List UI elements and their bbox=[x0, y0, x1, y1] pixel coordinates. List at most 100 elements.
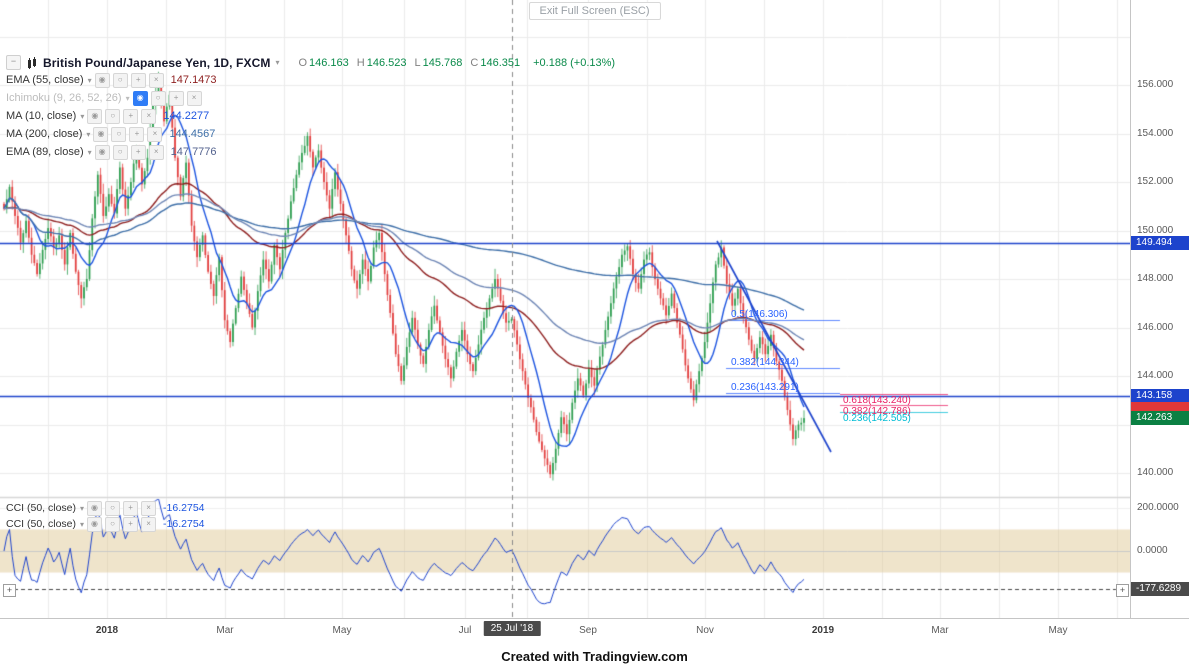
indicator-row[interactable]: MA (10, close) ▾ ◉ ○ + × 144.2277 bbox=[6, 107, 615, 125]
close-icon[interactable]: × bbox=[186, 90, 202, 106]
chevron-down-icon[interactable]: ▾ bbox=[80, 503, 85, 513]
indicator-row[interactable]: Ichimoku (9, 26, 52, 26) ▾ ◉ ○ + × bbox=[6, 89, 615, 107]
indicator-value: -16.2754 bbox=[163, 518, 205, 530]
settings-icon[interactable]: ○ bbox=[105, 500, 121, 516]
fib-label[interactable]: 0.382(142.786) bbox=[843, 406, 911, 418]
settings-icon[interactable]: ○ bbox=[150, 90, 166, 106]
add-icon[interactable]: + bbox=[130, 144, 146, 160]
time-axis-label: Nov bbox=[696, 625, 714, 636]
footer-credit: Created with Tradingview.com bbox=[0, 641, 1189, 671]
close-icon[interactable]: × bbox=[148, 144, 164, 160]
price-axis-label: 154.000 bbox=[1137, 127, 1174, 139]
close-icon[interactable]: × bbox=[141, 516, 157, 532]
ohlc-key: L bbox=[414, 56, 421, 69]
settings-icon[interactable]: ○ bbox=[112, 72, 128, 88]
indicator-value: 147.1473 bbox=[170, 74, 217, 86]
time-axis-label: 2018 bbox=[95, 625, 119, 636]
price-axis-label: 140.000 bbox=[1137, 467, 1174, 478]
time-axis-label: Sep bbox=[579, 625, 597, 636]
price-axis[interactable]: 156.000 154.000 152.000 150.000 148.000 146.0… bbox=[1130, 0, 1189, 618]
chart-legend: − British Pound/Japanese Yen, 1D, FXCM ▾… bbox=[6, 54, 615, 161]
ohlc-key: H bbox=[356, 56, 365, 69]
price-badge: 143.158 bbox=[1131, 389, 1189, 404]
indicator-row[interactable]: EMA (55, close) ▾ ◉ ○ + × 147.1473 bbox=[6, 71, 615, 89]
candlestick-icon bbox=[26, 56, 38, 69]
time-axis[interactable]: 25 Jul '18 2018 Mar May Jul Sep Nov 2019 Mar May bbox=[0, 618, 1189, 641]
indicator-row[interactable]: EMA (89, close) ▾ ◉ ○ + × 147.7776 bbox=[6, 143, 615, 161]
cci-indicator-row[interactable]: CCI (50, close) ▾ ◉ ○ + × -16.2754 bbox=[6, 500, 205, 516]
price-axis-label: 156.000 bbox=[1137, 79, 1174, 90]
indicator-row[interactable]: MA (200, close) ▾ ◉ ○ + × 144.4567 bbox=[6, 125, 615, 143]
cci-axis-label: 0.0000 bbox=[1137, 545, 1168, 556]
symbol-row[interactable]: − British Pound/Japanese Yen, 1D, FXCM ▾… bbox=[6, 54, 615, 71]
add-icon[interactable]: + bbox=[123, 516, 139, 532]
settings-icon[interactable]: ○ bbox=[105, 108, 121, 124]
time-axis-label: Mar bbox=[216, 625, 234, 636]
close-icon[interactable]: × bbox=[148, 72, 164, 88]
price-badge: 149.494 bbox=[1131, 235, 1189, 250]
eye-icon[interactable]: ◉ bbox=[87, 516, 103, 532]
chevron-down-icon[interactable]: ▾ bbox=[87, 147, 92, 157]
indicator-value: 147.7776 bbox=[170, 146, 217, 158]
indicator-value: 144.4567 bbox=[169, 128, 216, 140]
fib-label[interactable]: 0.382(144.344) bbox=[731, 356, 799, 368]
collapse-legend-icon[interactable]: − bbox=[6, 55, 21, 70]
time-axis-label: Jul bbox=[458, 625, 472, 636]
cci-axis-label: 200.0000 bbox=[1137, 502, 1179, 513]
price-axis-label: 144.000 bbox=[1137, 370, 1174, 381]
exit-fullscreen-button[interactable]: Exit Full Screen (ESC) bbox=[528, 2, 661, 20]
eye-icon[interactable]: ◉ bbox=[94, 72, 110, 88]
credit-text: Created with Tradingview.com bbox=[501, 648, 688, 664]
fib-label[interactable]: 0.236(142.505) bbox=[843, 413, 911, 425]
add-icon[interactable]: + bbox=[130, 72, 146, 88]
level-line-handle-right[interactable]: + bbox=[1116, 584, 1129, 597]
price-axis-label: 148.000 bbox=[1137, 273, 1174, 284]
indicator-legend: EMA (55, close) ▾ ◉ ○ + × 147.1473 Ichimoku (9,… bbox=[6, 71, 615, 161]
ohlc-value: 146.523 bbox=[366, 56, 407, 69]
chevron-down-icon[interactable]: ▾ bbox=[80, 519, 85, 529]
add-icon[interactable]: + bbox=[123, 108, 139, 124]
indicator-label: MA (200, close) bbox=[6, 128, 83, 140]
close-icon[interactable]: × bbox=[147, 126, 163, 142]
ohlc-value: 146.351 bbox=[480, 56, 521, 69]
cci-indicator-row[interactable]: CCI (50, close) ▾ ◉ ○ + × -16.2754 bbox=[6, 516, 205, 532]
chevron-down-icon[interactable]: ▾ bbox=[275, 58, 280, 67]
settings-icon[interactable]: ○ bbox=[112, 144, 128, 160]
time-axis-label: Mar bbox=[931, 625, 949, 636]
ohlc-value: 146.163 bbox=[309, 56, 349, 69]
chevron-down-icon[interactable]: ▾ bbox=[87, 75, 92, 85]
settings-icon[interactable]: ○ bbox=[105, 516, 121, 532]
add-icon[interactable]: + bbox=[129, 126, 145, 142]
price-badge: 142.263 bbox=[1131, 411, 1189, 426]
chevron-down-icon[interactable]: ▾ bbox=[125, 93, 130, 103]
chevron-down-icon[interactable]: ▾ bbox=[86, 129, 91, 139]
indicator-value: -16.2754 bbox=[163, 502, 205, 514]
ohlc-key: O bbox=[298, 56, 308, 69]
time-axis-label: 2019 bbox=[811, 625, 835, 636]
eye-icon[interactable]: ◉ bbox=[94, 144, 110, 160]
price-axis-label: 152.000 bbox=[1137, 176, 1174, 187]
fib-label[interactable]: 0.618(143.240) bbox=[843, 395, 911, 407]
indicator-label: EMA (89, close) bbox=[6, 146, 84, 158]
indicator-label: Ichimoku (9, 26, 52, 26) bbox=[6, 92, 122, 104]
eye-icon[interactable]: ◉ bbox=[132, 90, 148, 106]
crosshair-date-badge: 25 Jul '18 bbox=[483, 621, 541, 636]
cci-legend: CCI (50, close) ▾ ◉ ○ + × -16.2754 CCI (50, clo… bbox=[6, 500, 205, 532]
eye-icon[interactable]: ◉ bbox=[87, 500, 103, 516]
eye-icon[interactable]: ◉ bbox=[93, 126, 109, 142]
time-axis-label: May bbox=[1048, 625, 1068, 636]
close-icon[interactable]: × bbox=[141, 500, 157, 516]
indicator-label: MA (10, close) bbox=[6, 110, 77, 122]
symbol-title: British Pound/Japanese Yen, 1D, FXCM bbox=[43, 55, 271, 70]
chevron-down-icon[interactable]: ▾ bbox=[80, 111, 85, 121]
fib-label[interactable]: 0.236(143.291) bbox=[731, 382, 799, 394]
eye-icon[interactable]: ◉ bbox=[87, 108, 103, 124]
fib-label[interactable]: 0.5(146.306) bbox=[731, 309, 788, 321]
ohlc-key: C bbox=[470, 56, 479, 69]
add-icon[interactable]: + bbox=[123, 500, 139, 516]
level-line-handle-left[interactable]: + bbox=[3, 584, 16, 597]
add-icon[interactable]: + bbox=[168, 90, 184, 106]
close-icon[interactable]: × bbox=[141, 108, 157, 124]
settings-icon[interactable]: ○ bbox=[111, 126, 127, 142]
